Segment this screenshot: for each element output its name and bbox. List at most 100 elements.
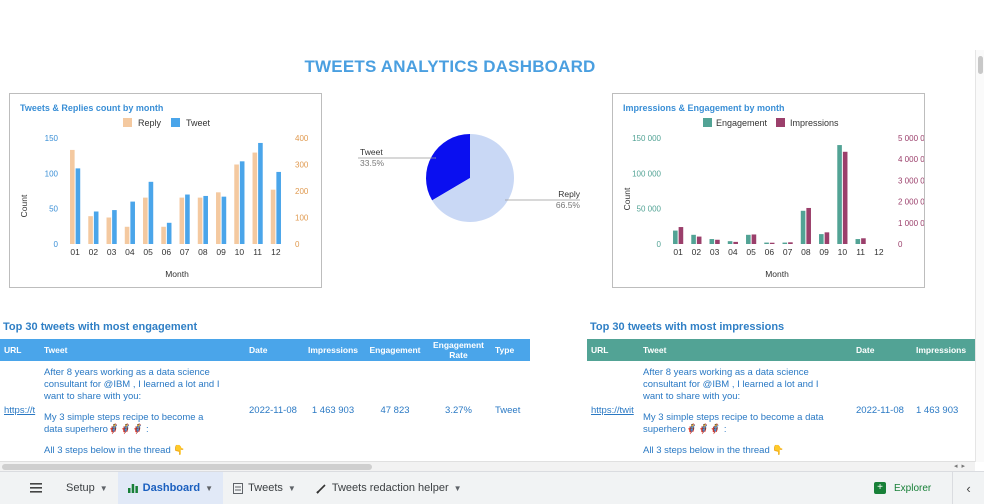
table-row: https://twit After 8 years working as a … [587,361,975,459]
replies-chart-title: Tweets & Replies count by month [20,103,163,113]
bar-reply-09 [216,192,221,244]
explorer-icon: + [874,482,886,494]
x-tick-label: 10 [838,247,848,257]
tweet-date[interactable]: 2022-11-08 [249,404,297,416]
chevron-down-icon[interactable]: ▼ [453,483,462,493]
bar-tweet-01 [75,168,81,244]
engagement-table-title: Top 30 tweets with most engagement [3,321,198,333]
bar-reply-06 [161,226,166,244]
col-header-impressions[interactable]: Impressions [912,339,975,361]
tweet-engagement[interactable]: 47 823 [380,404,410,416]
tweet-impressions[interactable]: 1 463 903 [916,404,959,416]
bar-tweet-03 [112,210,117,244]
type-pie-chart[interactable]: Tweet 33.5% Reply 66.5% [355,130,595,250]
horizontal-scroll-thumb[interactable] [2,464,372,470]
y-tick-label-right: 0 [898,240,903,249]
impressions-chart-svg: Impressions & Engagement by month Engage… [622,103,924,279]
explorer-button[interactable]: + Explorer [864,472,941,504]
scroll-left-icon[interactable]: ◂ [954,463,958,470]
tweet-impressions[interactable]: 1 463 903 [311,404,355,416]
collapse-panel-button[interactable]: ‹ [952,472,984,504]
pie-label-tweet: Tweet [360,147,383,157]
bar-engagement-10 [837,145,842,244]
impressions-chart[interactable]: Impressions & Engagement by month Engage… [612,93,925,288]
chevron-down-icon[interactable]: ▼ [99,483,108,493]
bar-reply-08 [197,197,203,244]
bar-impressions-09 [824,232,830,244]
impressions-ylabel: Count [622,187,632,210]
y-tick-label-right: 0 [295,240,300,249]
tab-redaction-label: Tweets redaction helper [331,482,449,494]
horizontal-scrollbar[interactable] [0,461,975,471]
x-tick-label: 08 [801,247,811,257]
tab-dashboard[interactable]: Dashboard ▼ [117,472,224,504]
tweet-url-link[interactable]: https://twit [591,404,634,416]
tweet-text-cell[interactable]: After 8 years working as a data science … [643,367,824,456]
col-header-date[interactable]: Date [852,339,912,361]
bar-impressions-04 [733,241,738,244]
x-tick-label: 01 [673,247,683,257]
bar-impressions-11 [861,238,866,244]
col-header-engagement[interactable]: Engagement [364,339,426,361]
x-tick-label: 06 [162,247,172,257]
col-header-type[interactable]: Type [491,339,530,361]
vertical-scroll-thumb[interactable] [978,56,983,74]
x-tick-label: 12 [271,247,281,257]
replies-chart[interactable]: Tweets & Replies count by month Reply Tw… [9,93,322,288]
y-tick-label-right: 3 000 000 [898,176,924,185]
all-sheets-button[interactable] [20,472,52,504]
add-sheet-button[interactable] [0,472,20,504]
explorer-label: Explorer [894,482,932,494]
col-header-date[interactable]: Date [245,339,302,361]
scroll-right-icon[interactable]: ▸ [961,463,966,470]
tab-tweets-redaction-helper[interactable]: Tweets redaction helper ▼ [306,472,472,504]
bar-reply-05 [143,197,148,244]
y-tick-label-left: 0 [54,240,59,249]
bar-tweet-04 [130,201,135,244]
bar-impressions-07 [788,242,793,244]
col-header-url[interactable]: URL [0,339,40,361]
x-tick-label: 04 [728,247,738,257]
chevron-left-icon: ‹ [966,480,971,496]
legend-label-engagement: Engagement [716,118,768,128]
tab-tweets[interactable]: Tweets ▼ [223,472,306,504]
bar-impressions-10 [842,151,848,244]
x-tick-label: 08 [198,247,208,257]
bar-engagement-08 [800,210,806,244]
bar-tweet-10 [239,161,245,244]
bar-engagement-07 [782,242,788,244]
tweet-text-cell[interactable]: After 8 years working as a data science … [44,367,220,456]
tweet-url-link[interactable]: https://t [4,404,36,416]
bar-engagement-09 [819,234,824,244]
bar-impressions-01 [678,227,684,244]
x-tick-label: 03 [107,247,117,257]
tab-tweets-label: Tweets [248,482,283,494]
bar-engagement-03 [709,239,715,244]
replies-ylabel: Count [19,194,29,217]
tweet-engagement-rate[interactable]: 3.27% [445,404,472,416]
x-tick-label: 01 [70,247,80,257]
impressions-xlabel: Month [765,269,789,279]
bar-impressions-03 [715,239,720,244]
chevron-down-icon[interactable]: ▼ [287,483,296,493]
chevron-down-icon[interactable]: ▼ [205,483,214,493]
col-header-url[interactable]: URL [587,339,639,361]
impressions-table-title: Top 30 tweets with most impressions [590,321,785,333]
impressions-table: URL Tweet Date Impressions https://twit … [587,339,975,459]
bar-tweet-05 [148,181,154,244]
legend-label-reply: Reply [138,118,162,128]
scroll-arrows[interactable]: ◂ ▸ [954,462,976,471]
col-header-tweet[interactable]: Tweet [639,339,852,361]
col-header-engagement-rate[interactable]: Engagement Rate [426,339,491,361]
tweet-date[interactable]: 2022-11-08 [856,404,904,416]
tab-setup[interactable]: Setup ▼ [52,472,118,504]
bar-reply-12 [270,189,276,244]
tweet-type[interactable]: Tweet [495,404,521,416]
pie-slice-tweet [426,134,470,201]
vertical-scrollbar[interactable] [975,50,984,462]
sheet-tab-bar: Setup ▼ Dashboard ▼ Tweets ▼ Tweets reda… [0,471,984,504]
x-tick-label: 10 [235,247,245,257]
bar-reply-07 [179,197,185,244]
col-header-impressions[interactable]: Impressions [302,339,364,361]
col-header-tweet[interactable]: Tweet [40,339,245,361]
